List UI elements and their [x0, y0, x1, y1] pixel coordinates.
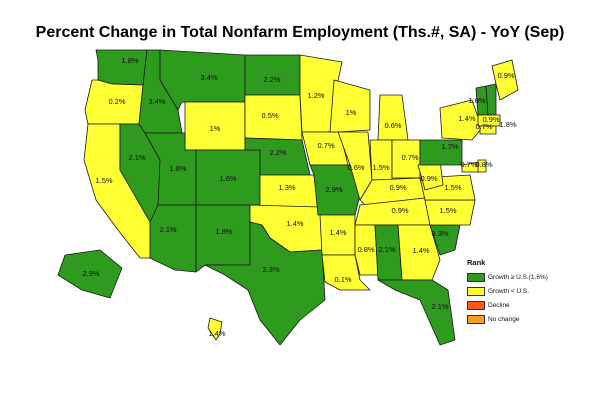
state-ny	[439, 99, 483, 141]
state-value-label-sc: 3.3%	[431, 229, 448, 238]
state-value-label-or: 0.2%	[108, 97, 125, 106]
state-ma	[477, 114, 501, 127]
state-value-label-ma: 0.7%	[475, 122, 492, 131]
state-value-label-ok: 1.4%	[286, 219, 303, 228]
state-value-label-ct: 1.8%	[499, 120, 516, 129]
state-value-label-mt: 3.4%	[200, 73, 217, 82]
state-value-label-tx: 2.3%	[262, 265, 279, 274]
state-nm	[195, 204, 251, 273]
state-value-label-wv: 0.9%	[420, 174, 437, 183]
state-value-label-tn: 0.9%	[391, 206, 408, 215]
state-value-label-mn: 1.2%	[307, 91, 324, 100]
legend: Rank Growth ≥ U.S.(1.6%) Growth < U.S. Dec…	[467, 258, 577, 326]
state-value-label-ga: 1.4%	[412, 246, 429, 255]
state-value-label-nv: 2.1%	[128, 153, 145, 162]
state-value-label-nh: 0.9%	[482, 115, 499, 124]
state-ga	[397, 224, 441, 281]
map-title: Percent Change in Total Nonfarm Employme…	[35, 24, 565, 41]
state-value-label-mo: 2.9%	[325, 185, 342, 194]
state-value-label-mi: 0.6%	[384, 121, 401, 130]
state-value-label-hi: 1.4%	[208, 329, 225, 338]
state-value-label-fl: 2.1%	[431, 302, 448, 311]
state-value-label-id: 3.4%	[148, 97, 165, 106]
state-tx	[204, 221, 326, 346]
legend-item-no-change: No change	[467, 312, 577, 326]
state-ms	[354, 224, 379, 276]
state-in	[369, 139, 393, 181]
legend-label: Growth < U.S.	[488, 287, 529, 295]
state-value-label-nm: 1.8%	[215, 227, 232, 236]
legend-swatch	[467, 314, 485, 324]
state-value-label-ar: 1.4%	[329, 228, 346, 237]
state-value-label-ny: 1.4%	[458, 114, 475, 123]
state-value-label-al: 2.1%	[378, 245, 395, 254]
state-ks	[259, 174, 319, 211]
state-value-label-az: 2.1%	[159, 225, 176, 234]
state-value-label-ak: 2.9%	[82, 269, 99, 278]
state-value-label-sd: 0.5%	[261, 111, 278, 120]
state-value-label-wi: 1%	[346, 108, 357, 117]
legend-title: Rank	[467, 258, 486, 267]
state-value-label-ut: 1.8%	[169, 164, 186, 173]
legend-item-decline: Decline	[467, 298, 577, 312]
state-mi	[377, 94, 409, 141]
state-value-label-me: 0.9%	[497, 71, 514, 80]
state-az	[149, 204, 197, 273]
state-value-label-ia: 0.7%	[317, 141, 334, 150]
state-value-label-va: 1.5%	[444, 183, 461, 192]
state-de	[477, 159, 487, 173]
legend-label: Decline	[488, 301, 510, 309]
state-value-label-co: 1.6%	[219, 174, 236, 183]
legend-item-growth-ge-us: Growth ≥ U.S.(1.6%)	[467, 270, 577, 284]
state-value-label-oh: 0.7%	[401, 153, 418, 162]
state-value-label-wy: 1%	[210, 124, 221, 133]
state-value-label-ne: 2.2%	[269, 148, 286, 157]
state-value-label-nd: 2.2%	[263, 75, 280, 84]
legend-swatch	[467, 272, 485, 282]
state-fl	[377, 279, 456, 346]
state-ak	[57, 249, 123, 299]
state-value-label-la: 0.1%	[334, 275, 351, 284]
state-value-label-de: 0.8%	[475, 160, 492, 169]
legend-swatch	[467, 286, 485, 296]
legend-label: Growth ≥ U.S.(1.6%)	[488, 273, 548, 281]
state-nh	[485, 83, 497, 116]
state-value-label-md: 0.7%	[460, 160, 477, 169]
state-value-label-nc: 1.5%	[439, 206, 456, 215]
state-value-label-in: 1.5%	[372, 163, 389, 172]
state-value-label-ms: 0.8%	[357, 245, 374, 254]
state-value-label-ks: 1.3%	[278, 183, 295, 192]
state-hi	[207, 317, 223, 341]
state-ct	[479, 125, 497, 135]
state-value-label-ca: 1.5%	[95, 176, 112, 185]
state-value-label-vt: 1.8%	[468, 96, 485, 105]
legend-swatch	[467, 300, 485, 310]
legend-item-growth-lt-us: Growth < U.S.	[467, 284, 577, 298]
state-value-label-wa: 1.8%	[121, 56, 138, 65]
state-value-label-il: 0.6%	[347, 163, 364, 172]
state-value-label-ky: 0.9%	[389, 183, 406, 192]
state-wi	[329, 79, 371, 133]
state-value-label-pa: 1.7%	[441, 142, 458, 151]
state-me	[491, 59, 519, 101]
legend-label: No change	[488, 315, 520, 323]
